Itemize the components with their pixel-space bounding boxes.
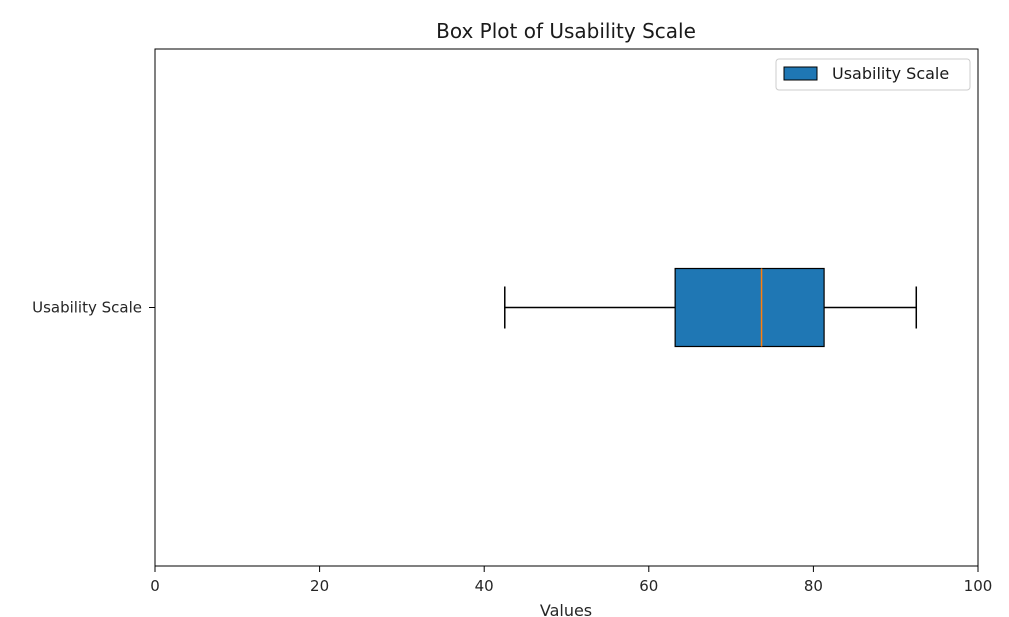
legend-swatch	[783, 66, 818, 81]
x-axis-title: Values	[540, 601, 592, 617]
legend-label: Usability Scale	[832, 64, 949, 83]
x-tick-label: 60	[639, 577, 658, 595]
y-axis-ticks: Usability Scale	[32, 299, 155, 317]
legend-frame	[775, 58, 971, 91]
plot-area	[504, 267, 918, 348]
y-tick-label: Usability Scale	[32, 299, 142, 317]
chart-title: Box Plot of Usability Scale	[436, 19, 696, 43]
iqr-box	[674, 267, 825, 348]
x-axis-ticks: 0 20 40 60 80 100	[150, 566, 992, 595]
x-tick-label: 40	[475, 577, 494, 595]
x-tick-label: 100	[964, 577, 993, 595]
x-tick-label: 80	[804, 577, 823, 595]
x-tick-label: 20	[310, 577, 329, 595]
x-tick-label: 0	[150, 577, 160, 595]
legend: Usability Scale	[775, 58, 971, 91]
